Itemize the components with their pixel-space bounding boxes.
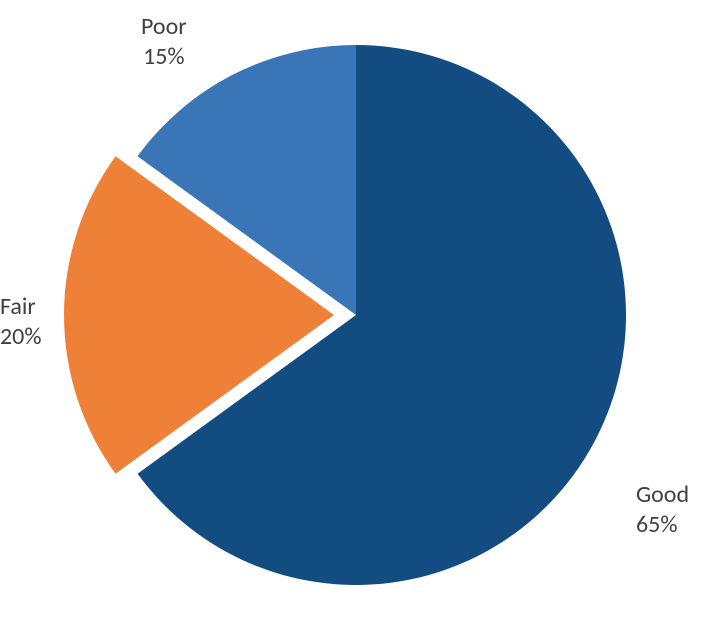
slice-label-good-name: Good <box>636 480 689 510</box>
slice-label-poor-pct: 15% <box>141 42 187 72</box>
slice-label-poor: Poor 15% <box>141 12 187 72</box>
slice-label-fair-pct: 20% <box>0 322 41 352</box>
slice-label-good-pct: 65% <box>636 510 689 540</box>
slice-label-fair: Fair 20% <box>0 292 41 352</box>
pie-svg <box>46 5 666 625</box>
slice-label-good: Good 65% <box>636 480 689 540</box>
slice-label-poor-name: Poor <box>141 12 187 42</box>
slice-label-fair-name: Fair <box>0 292 41 322</box>
pie-chart <box>46 5 666 627</box>
